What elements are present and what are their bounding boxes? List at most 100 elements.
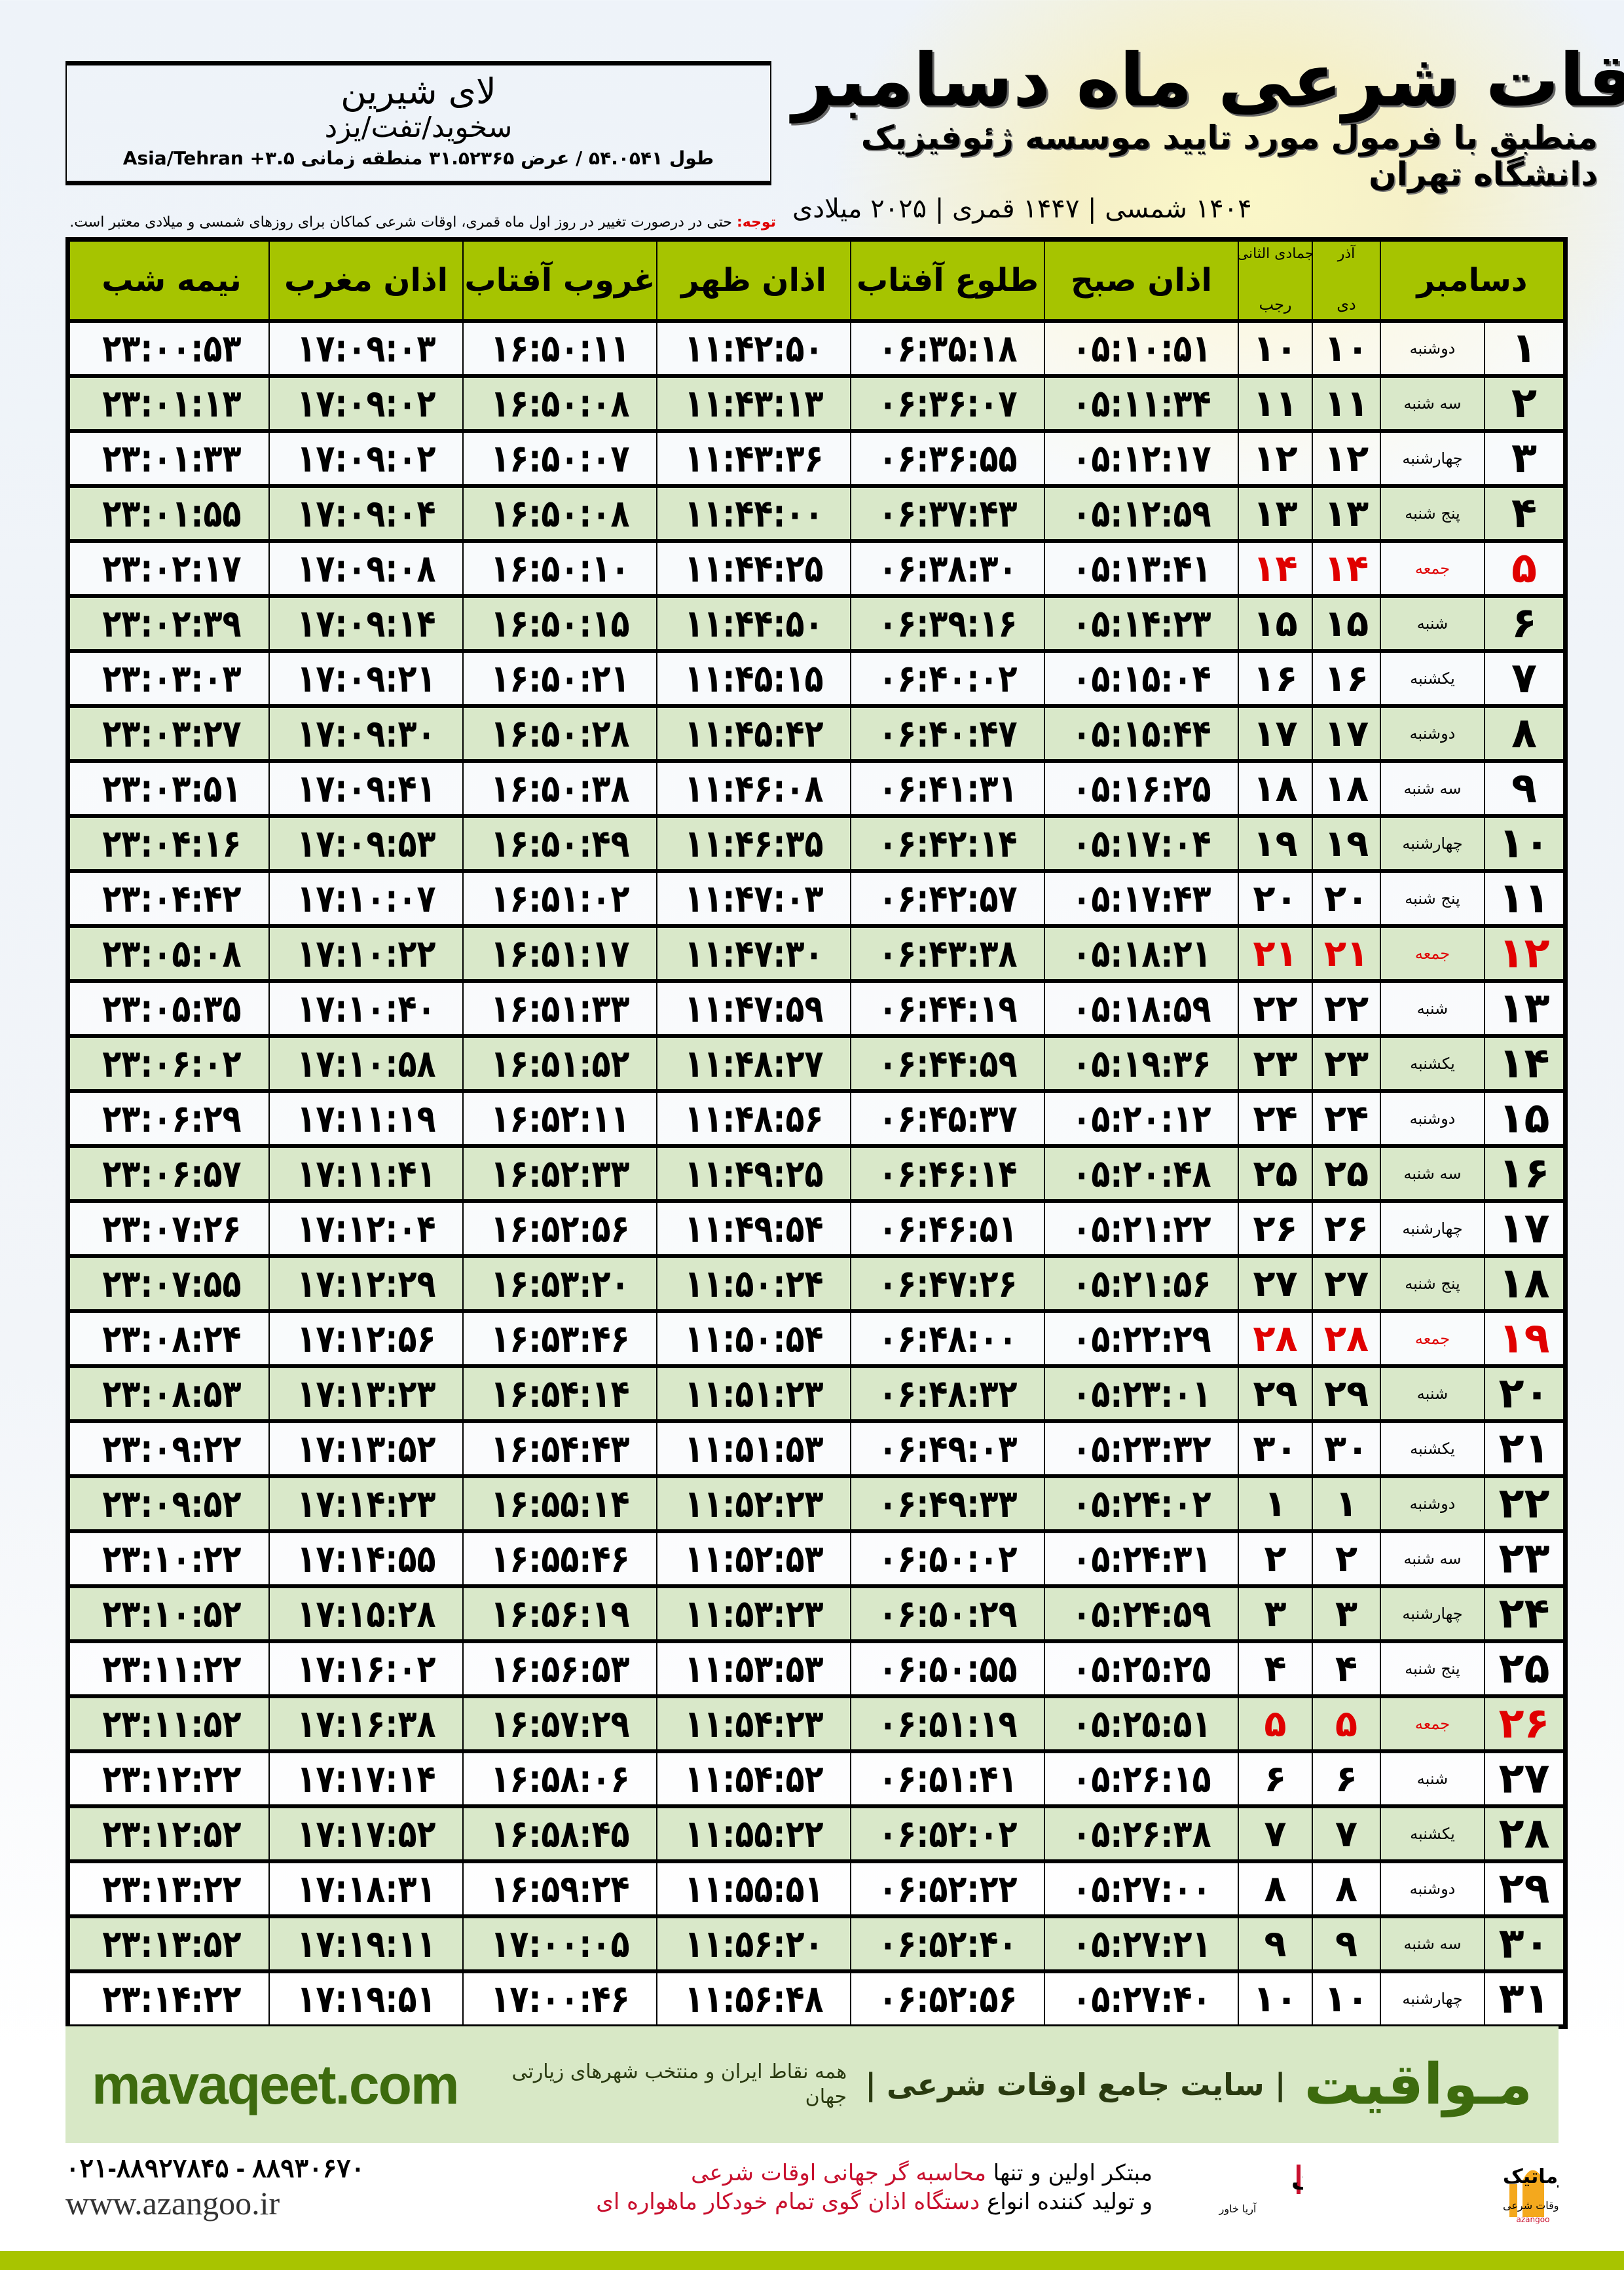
- svg-text:محاسبه گر جهانی اوقات شرعی: محاسبه گر جهانی اوقات شرعی: [1503, 2199, 1559, 2212]
- dhuhr-time-cell: ۱۱:۴۹:۲۵: [656, 1148, 850, 1199]
- fajr-time: ۰۵:۲۱:۵۶: [1071, 1261, 1211, 1306]
- shamsi-day: ۸: [1335, 1867, 1358, 1910]
- shamsi-day-cell: ۵: [1312, 1698, 1380, 1749]
- maghrib-time-cell: ۱۷:۱۱:۱۹: [268, 1093, 462, 1144]
- hijri-day-cell: ۲۳: [1238, 1038, 1312, 1089]
- midnight-time: ۲۳:۱۳:۲۲: [101, 1867, 242, 1911]
- day-number-cell: ۱: [1484, 323, 1563, 374]
- dhuhr-time: ۱۱:۴۴:۰۰: [684, 491, 824, 536]
- day-number: ۲۳: [1498, 1535, 1550, 1583]
- maghrib-time: ۱۷:۱۵:۲۸: [296, 1591, 436, 1636]
- hijri-day: ۲۱: [1253, 932, 1298, 975]
- weekday-cell: سه شنبه: [1380, 1918, 1484, 1969]
- sunrise-time-cell: ۰۶:۴۸:۰۰: [850, 1313, 1044, 1364]
- dhuhr-time: ۱۱:۵۰:۵۴: [684, 1316, 824, 1361]
- hijri-day: ۵: [1264, 1702, 1287, 1745]
- weekday-cell: جمعه: [1380, 543, 1484, 594]
- shamsi-day: ۱۷: [1323, 712, 1369, 755]
- shamsi-day-cell: ۱۱: [1312, 378, 1380, 429]
- hijri-day-cell: ۲۹: [1238, 1368, 1312, 1419]
- maghrib-time: ۱۷:۱۶:۳۸: [296, 1702, 436, 1746]
- brand-subtitle: همه نقاط ایران و منتخب شهرهای زیارتی جها…: [511, 2060, 847, 2108]
- table-row: ۲ سه شنبه ۱۱ ۱۱ ۰۵:۱۱:۳۴ ۰۶:۳۶:۰۷ ۱۱:۴۳:۱۳ ۱۶:۵…: [70, 374, 1563, 429]
- sunrise-time: ۰۶:۵۰:۲۹: [877, 1591, 1018, 1636]
- weekday: دوشنبه: [1409, 1880, 1456, 1898]
- weekday: جمعه: [1414, 1715, 1450, 1733]
- sunset-time: ۱۶:۵۰:۱۰: [490, 546, 630, 591]
- shamsi-day-cell: ۲۹: [1312, 1368, 1380, 1419]
- midnight-time: ۲۳:۰۸:۲۴: [101, 1316, 242, 1361]
- shamsi-day: ۳: [1335, 1592, 1358, 1635]
- dhuhr-time-cell: ۱۱:۴۴:۵۰: [656, 598, 850, 649]
- weekday: جمعه: [1414, 559, 1450, 578]
- table-row: ۲۸ یکشنبه ۷ ۷ ۰۵:۲۶:۳۸ ۰۶:۵۲:۰۲ ۱۱:۵۵:۲۲ ۱۶:۵۸:…: [70, 1804, 1563, 1859]
- midnight-time-cell: ۲۳:۱۱:۲۲: [75, 1643, 268, 1694]
- weekday: پنج شنبه: [1405, 1275, 1460, 1293]
- weekday: جمعه: [1414, 1330, 1450, 1348]
- table-row: ۲۳ سه شنبه ۲ ۲ ۰۵:۲۴:۳۱ ۰۶:۵۰:۰۲ ۱۱:۵۲:۵۳ ۱۶:۵۵…: [70, 1529, 1563, 1584]
- day-number-cell: ۱۶: [1484, 1148, 1563, 1199]
- sunset-time: ۱۶:۵۵:۴۶: [490, 1536, 630, 1581]
- maghrib-time: ۱۷:۱۳:۲۳: [296, 1371, 436, 1416]
- hijri-day: ۲۶: [1253, 1207, 1298, 1250]
- sunrise-time-cell: ۰۶:۳۶:۰۷: [850, 378, 1044, 429]
- hijri-day: ۲۴: [1253, 1097, 1298, 1140]
- maghrib-time: ۱۷:۱۰:۲۲: [296, 931, 436, 976]
- sunrise-time-cell: ۰۶:۳۵:۱۸: [850, 323, 1044, 374]
- sunrise-time-cell: ۰۶:۵۱:۱۹: [850, 1698, 1044, 1749]
- day-number: ۲۸: [1498, 1810, 1550, 1858]
- fajr-time: ۰۵:۱۹:۳۶: [1071, 1041, 1211, 1086]
- weekday-cell: دوشنبه: [1380, 1478, 1484, 1529]
- day-number-cell: ۱۹: [1484, 1313, 1563, 1364]
- weekday: چهارشنبه: [1402, 1219, 1463, 1238]
- sunset-time: ۱۷:۰۰:۴۶: [490, 1977, 630, 2021]
- header-month: دسامبر: [1380, 242, 1563, 319]
- midnight-time-cell: ۲۳:۰۱:۵۵: [75, 488, 268, 539]
- weekday-cell: یکشنبه: [1380, 1808, 1484, 1859]
- shamsi-day-cell: ۶: [1312, 1753, 1380, 1804]
- day-number: ۶: [1511, 599, 1538, 648]
- day-number: ۲۷: [1498, 1755, 1550, 1803]
- table-row: ۲۵ پنج شنبه ۴ ۴ ۰۵:۲۵:۲۵ ۰۶:۵۰:۵۵ ۱۱:۵۳:۵۳ ۱۶:۵…: [70, 1639, 1563, 1694]
- midnight-time-cell: ۲۳:۱۴:۲۲: [75, 1973, 268, 2024]
- svg-text:azangoo: azangoo: [1517, 2215, 1550, 2223]
- maghrib-time: ۱۷:۱۳:۵۲: [296, 1426, 436, 1471]
- day-number-cell: ۳: [1484, 433, 1563, 484]
- azangoo-website-link[interactable]: www.azangoo.ir: [65, 2185, 280, 2222]
- hijri-day: ۲۳: [1253, 1042, 1298, 1085]
- sunset-time: ۱۶:۵۱:۳۳: [490, 986, 630, 1031]
- fajr-time: ۰۵:۱۱:۳۴: [1071, 381, 1211, 426]
- hijri-day: ۱: [1264, 1482, 1287, 1525]
- hijri-day: ۲۲: [1253, 987, 1298, 1030]
- table-row: ۵ جمعه ۱۴ ۱۴ ۰۵:۱۳:۴۱ ۰۶:۳۸:۳۰ ۱۱:۴۴:۲۵ ۱۶:۵۰:۱…: [70, 539, 1563, 594]
- fajr-time: ۰۵:۱۸:۲۱: [1071, 931, 1211, 976]
- day-number: ۸: [1511, 709, 1538, 758]
- promo-block: مبتکر اولین و تنها محاسبه گر جهانی اوقات…: [384, 2159, 1153, 2216]
- day-number: ۳: [1511, 434, 1538, 483]
- shamsi-day-cell: ۱۰: [1312, 323, 1380, 374]
- midnight-time-cell: ۲۳:۰۳:۵۱: [75, 763, 268, 814]
- midnight-time: ۲۳:۰۶:۰۲: [101, 1041, 242, 1086]
- shamsi-day: ۱۰: [1323, 327, 1369, 370]
- table-body: ۱ دوشنبه ۱۰ ۱۰ ۰۵:۱۰:۵۱ ۰۶:۳۵:۱۸ ۱۱:۴۲:۵۰ ۱۶:۵۰…: [70, 319, 1563, 2024]
- midnight-time: ۲۳:۰۷:۲۶: [101, 1206, 242, 1251]
- midnight-time: ۲۳:۱۲:۲۲: [101, 1757, 242, 1801]
- fajr-time-cell: ۰۵:۲۵:۵۱: [1044, 1698, 1238, 1749]
- sunset-time-cell: ۱۶:۵۱:۰۲: [462, 873, 656, 924]
- weekday-cell: سه شنبه: [1380, 1533, 1484, 1584]
- shamsi-day: ۶: [1335, 1757, 1358, 1800]
- sunrise-time: ۰۶:۴۹:۰۳: [877, 1426, 1018, 1471]
- hijri-day-cell: ۲۶: [1238, 1203, 1312, 1254]
- fajr-time: ۰۵:۲۷:۲۱: [1071, 1922, 1211, 1966]
- fajr-time-cell: ۰۵:۱۵:۰۴: [1044, 653, 1238, 704]
- midnight-time: ۲۳:۱۴:۲۲: [101, 1977, 242, 2021]
- dhuhr-time-cell: ۱۱:۴۵:۱۵: [656, 653, 850, 704]
- midnight-time-cell: ۲۳:۱۰:۵۲: [75, 1588, 268, 1639]
- fajr-time: ۰۵:۲۰:۱۲: [1071, 1096, 1211, 1141]
- midnight-time-cell: ۲۳:۰۱:۱۳: [75, 378, 268, 429]
- site-link[interactable]: mavaqeet.com: [92, 2054, 460, 2115]
- fajr-time: ۰۵:۲۴:۰۲: [1071, 1481, 1211, 1526]
- dhuhr-time: ۱۱:۴۵:۱۵: [684, 656, 824, 701]
- note-text: حتی در درصورت تغییر در روز اول ماه قمری،…: [69, 214, 737, 231]
- shamsi-day: ۷: [1335, 1812, 1358, 1855]
